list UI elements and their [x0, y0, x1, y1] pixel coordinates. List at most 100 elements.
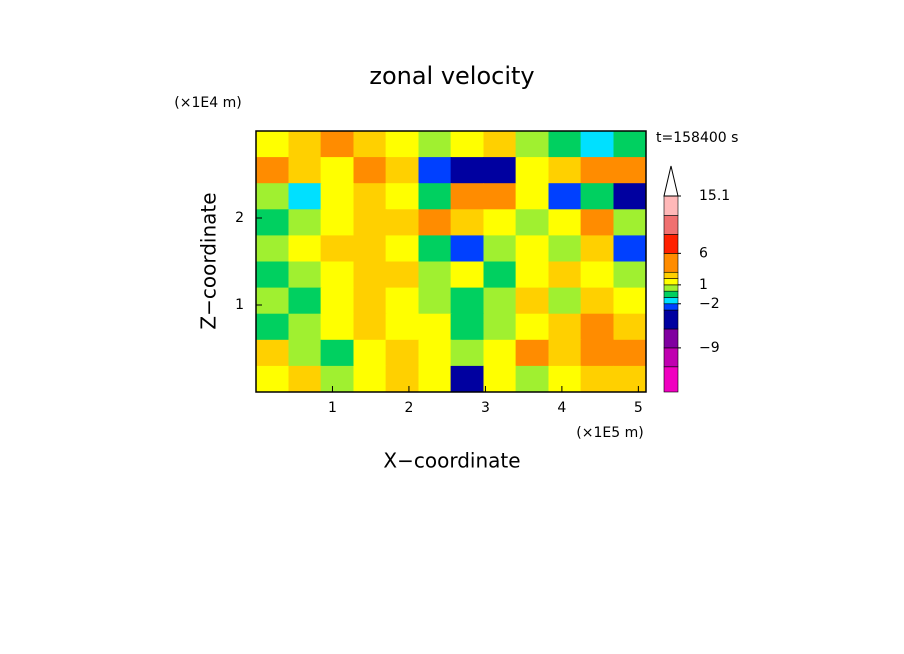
field-cell	[450, 287, 484, 315]
field-cell	[580, 157, 614, 184]
field-cell	[548, 365, 582, 393]
colorbar-tick-label: 15.1	[699, 188, 730, 204]
field-cell	[320, 131, 354, 158]
field-cell	[580, 209, 614, 236]
field-cell	[256, 365, 289, 393]
field-cell	[256, 287, 289, 315]
field-cell	[483, 209, 517, 236]
field-cell	[515, 235, 549, 262]
x-axis-label: X−coordinate	[383, 449, 520, 473]
field-cell	[613, 183, 647, 210]
field-cell	[256, 235, 289, 262]
field-cell	[450, 313, 484, 341]
field-cell	[548, 287, 582, 315]
colorbar-segment	[663, 347, 679, 368]
field-cell	[320, 339, 354, 367]
field-cell	[288, 287, 322, 315]
field-cell	[320, 365, 354, 393]
field-cell	[548, 313, 582, 341]
annotation: t=158400 s	[656, 130, 738, 146]
colorbar-segment	[663, 297, 679, 305]
field-cell	[450, 235, 484, 262]
field-cell	[353, 339, 387, 367]
field-cell	[450, 183, 484, 210]
colorbar-segment	[663, 290, 679, 298]
field-cell	[418, 313, 452, 341]
field-cell	[548, 235, 582, 262]
x-tick-label: 5	[634, 400, 643, 416]
field-cell	[515, 131, 549, 158]
field-cell	[450, 131, 484, 158]
field-cell	[613, 339, 647, 367]
field-cell	[256, 183, 289, 210]
field-cell	[288, 209, 322, 236]
field-cell	[418, 209, 452, 236]
field-cell	[515, 209, 549, 236]
field-cell	[515, 313, 549, 341]
colorbar-segment	[663, 284, 679, 292]
field-cell	[320, 157, 354, 184]
colorbar-segment	[663, 253, 679, 273]
field-cell	[320, 313, 354, 341]
field-cell	[515, 261, 549, 289]
field-cell	[418, 235, 452, 262]
field-cell	[288, 339, 322, 367]
field-cell	[320, 209, 354, 236]
colorbar-segment	[663, 309, 679, 330]
colorbar-segment	[663, 328, 679, 349]
field-cell	[580, 313, 614, 341]
field-cell	[353, 261, 387, 289]
field-cell	[418, 365, 452, 393]
field-cell	[613, 313, 647, 341]
x-tick-label: 1	[328, 400, 337, 416]
field-cell	[288, 131, 322, 158]
y-unit: (×1E4 m)	[174, 95, 241, 111]
field-cell	[353, 209, 387, 236]
colorbar-over	[663, 165, 679, 197]
colorbar-tick-label: 1	[699, 277, 708, 293]
colorbar-segment	[663, 215, 679, 235]
field-cell	[288, 157, 322, 184]
field-cell	[548, 183, 582, 210]
field-cell	[385, 131, 419, 158]
field-cell	[353, 157, 387, 184]
field-cell	[483, 365, 517, 393]
field-cell	[450, 365, 484, 393]
colorbar-segment	[663, 303, 679, 311]
field-cell	[515, 287, 549, 315]
field-cell	[580, 365, 614, 393]
field-cell	[515, 339, 549, 367]
field-cell	[580, 131, 614, 158]
field-cell	[613, 365, 647, 393]
colorbar-tick-label: −2	[699, 296, 720, 312]
field-cell	[418, 339, 452, 367]
field-cell	[288, 235, 322, 262]
field-cell	[353, 313, 387, 341]
field-cell	[320, 287, 354, 315]
field-cell	[580, 339, 614, 367]
field-cell	[385, 339, 419, 367]
field-cell	[288, 365, 322, 393]
field-cell	[548, 339, 582, 367]
plot-frame	[255, 130, 647, 393]
field-cell	[418, 261, 452, 289]
field-cell	[450, 339, 484, 367]
field-cell	[353, 131, 387, 158]
field-cell	[320, 261, 354, 289]
field-cell	[515, 157, 549, 184]
colorbar-segment	[663, 195, 679, 216]
field-cell	[256, 261, 289, 289]
field-cell	[548, 157, 582, 184]
colorbar-tick-label: −9	[699, 340, 720, 356]
field-cell	[353, 287, 387, 315]
field-cell	[256, 209, 289, 236]
chart-title: zonal velocity	[369, 62, 534, 90]
field-cell	[256, 339, 289, 367]
y-axis-label: Z−coordinate	[197, 192, 221, 329]
field-cell	[483, 131, 517, 158]
field-cell	[613, 235, 647, 262]
field-cell	[353, 365, 387, 393]
field-cell	[288, 261, 322, 289]
field-cell	[483, 261, 517, 289]
field-cell	[613, 209, 647, 236]
